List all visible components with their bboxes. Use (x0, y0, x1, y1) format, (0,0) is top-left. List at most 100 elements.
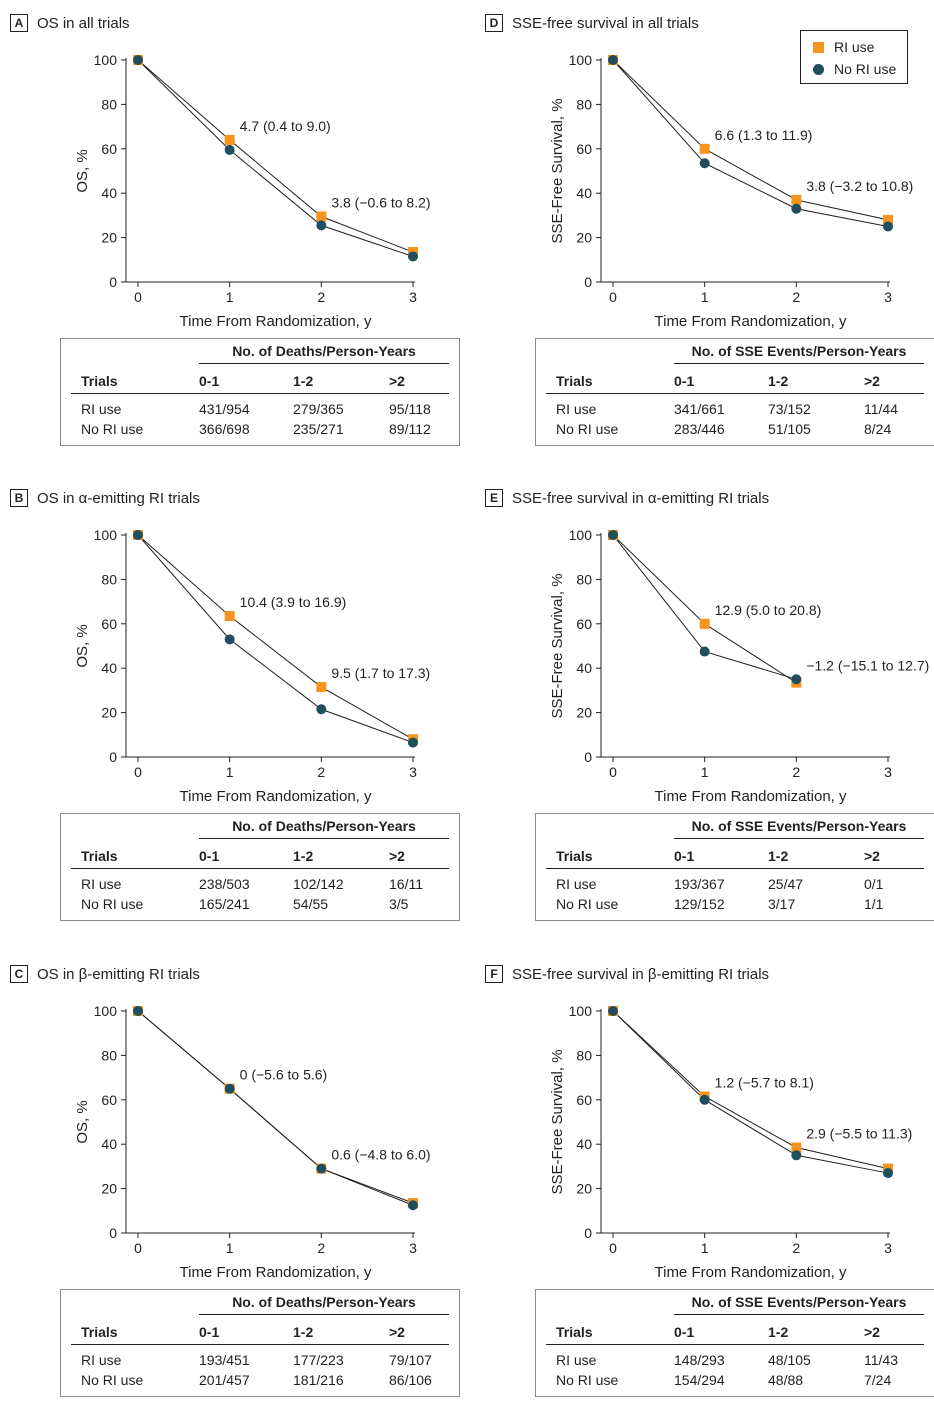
table-header: No. of SSE Events/Person-Years (674, 818, 924, 839)
y-tick-label: 100 (94, 527, 118, 543)
plot-area: 0 20 40 60 80 100 0 1 2 3 Time From Randomization,… (74, 527, 430, 805)
panel-title: F SSE-free survival in β-emitting RI tria… (485, 963, 769, 985)
table-column-header: 0-1 (199, 373, 220, 389)
x-tick-label: 1 (226, 1240, 234, 1256)
y-tick-label: 40 (101, 185, 117, 201)
y-tick-label: 100 (569, 527, 593, 543)
no-ri-use-point (699, 1094, 710, 1105)
table-cell: RI use (81, 876, 122, 892)
difference-annotation: 3.8 (−3.2 to 10.8) (806, 178, 913, 194)
y-tick-label: 60 (101, 616, 117, 632)
y-axis-label: OS, % (74, 1100, 91, 1143)
legend: RI use No RI use (800, 30, 908, 84)
no-ri-use-point (316, 220, 327, 231)
y-tick-label: 40 (101, 1136, 117, 1152)
x-tick-label: 2 (792, 289, 800, 305)
panel-title-text: OS in all trials (37, 14, 130, 32)
x-axis-label: Time From Randomization, y (180, 788, 372, 805)
table-cell: 48/105 (768, 1352, 811, 1368)
panel-letter: D (485, 14, 503, 32)
ri-use-point (699, 143, 710, 154)
table-rule (546, 868, 924, 869)
table-column-header: Trials (81, 848, 118, 864)
table-column-header: 0-1 (674, 848, 695, 864)
difference-annotation: 6.6 (1.3 to 11.9) (715, 127, 813, 143)
y-tick-label: 20 (576, 705, 592, 721)
no-ri-use-point (608, 55, 618, 65)
x-tick-label: 3 (884, 289, 892, 305)
no-ri-use-point (791, 674, 802, 685)
table-column-header: 1-2 (293, 373, 314, 389)
y-tick-label: 20 (576, 230, 592, 246)
table-header: No. of Deaths/Person-Years (199, 343, 449, 364)
x-tick-label: 2 (317, 764, 325, 780)
panel-c: C OS in β-emitting RI trials 0 20 40 60 80 100 0… (0, 951, 467, 1419)
y-tick-label: 0 (584, 1225, 592, 1241)
table-cell: RI use (81, 401, 122, 417)
x-tick-label: 0 (609, 764, 617, 780)
table-cell: 279/365 (293, 401, 344, 417)
table-rule (71, 393, 449, 394)
x-tick-label: 0 (134, 764, 142, 780)
x-axis-label: Time From Randomization, y (655, 313, 847, 330)
panel-title: C OS in β-emitting RI trials (10, 963, 200, 985)
table-cell: 283/446 (674, 421, 725, 437)
table-cell: 95/118 (389, 401, 431, 417)
x-tick-label: 3 (409, 289, 417, 305)
panel-letter: A (10, 14, 28, 32)
no-ri-use-line (137, 1010, 414, 1206)
y-axis-label: SSE-Free Survival, % (549, 98, 566, 243)
table-cell: 193/367 (674, 876, 725, 892)
events-table: No. of SSE Events/Person-Years Trials 0-1 1… (535, 813, 934, 921)
x-tick-label: 0 (609, 289, 617, 305)
table-cell: No RI use (81, 1372, 144, 1388)
y-tick-label: 80 (576, 1047, 592, 1063)
events-table: No. of Deaths/Person-Years Trials 0-1 1-2 >2… (60, 813, 460, 921)
x-tick-label: 3 (884, 1240, 892, 1256)
y-tick-label: 60 (101, 141, 117, 157)
table-header: No. of Deaths/Person-Years (199, 1294, 449, 1315)
table-cell: 1/1 (864, 896, 884, 912)
events-table: No. of Deaths/Person-Years Trials 0-1 1-2 >2… (60, 1289, 460, 1397)
ri-use-line (612, 59, 889, 221)
table-cell: RI use (556, 401, 597, 417)
table-cell: No RI use (81, 896, 144, 912)
table-header: No. of SSE Events/Person-Years (674, 1294, 924, 1315)
table-cell: 148/293 (674, 1352, 725, 1368)
x-tick-label: 0 (134, 289, 142, 305)
table-cell: 181/216 (293, 1372, 344, 1388)
difference-annotation: 0.6 (−4.8 to 6.0) (331, 1147, 430, 1163)
ri-use-line (137, 534, 414, 740)
y-tick-label: 20 (101, 230, 117, 246)
panel-title-text: OS in α-emitting RI trials (37, 489, 200, 507)
table-cell: 0/1 (864, 876, 884, 892)
panel-title-text: OS in β-emitting RI trials (37, 965, 200, 983)
table-header: No. of SSE Events/Person-Years (674, 343, 924, 364)
panel-title: D SSE-free survival in all trials (485, 12, 699, 34)
legend-ri-use-label: RI use (834, 39, 875, 55)
ri-use-point (224, 611, 235, 622)
x-tick-label: 3 (409, 1240, 417, 1256)
x-axis-label: Time From Randomization, y (655, 788, 847, 805)
no-ri-use-marker (813, 63, 824, 75)
table-column-header: >2 (864, 373, 880, 389)
table-cell: RI use (81, 1352, 122, 1368)
y-tick-label: 80 (101, 96, 117, 112)
table-cell: 11/43 (864, 1352, 898, 1368)
table-cell: No RI use (556, 421, 619, 437)
ri-use-point (699, 618, 710, 629)
ri-use-point (883, 214, 893, 225)
no-ri-use-point (699, 158, 710, 169)
ri-use-line (137, 59, 414, 253)
table-cell: 177/223 (293, 1352, 344, 1368)
no-ri-use-point (316, 704, 327, 715)
table-cell: 165/241 (199, 896, 250, 912)
table-column-header: >2 (389, 848, 405, 864)
panel-e: E SSE-free survival in α-emitting RI tria… (475, 475, 934, 943)
table-column-header: Trials (556, 373, 593, 389)
no-ri-use-point (608, 530, 618, 540)
table-column-header: >2 (864, 1324, 880, 1340)
x-tick-label: 3 (409, 764, 417, 780)
table-cell: 25/47 (768, 876, 804, 892)
no-ri-use-line (137, 534, 414, 744)
